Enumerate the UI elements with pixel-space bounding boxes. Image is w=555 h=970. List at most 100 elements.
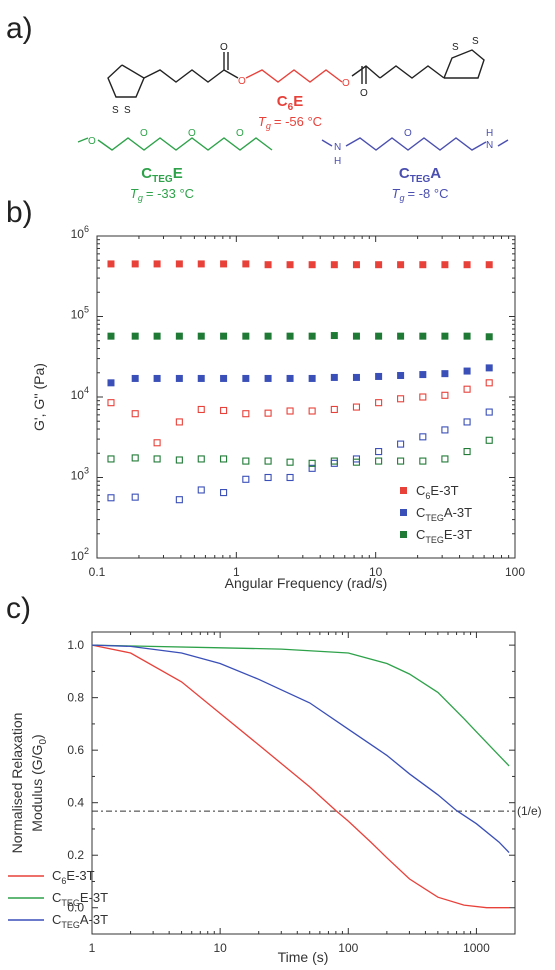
loss-modulus-point: [419, 433, 427, 441]
storage-modulus-point: [330, 261, 338, 269]
loss-modulus-point: [107, 455, 115, 463]
legend-label: CTEGA-3T: [416, 505, 472, 523]
atom-label: H: [486, 128, 493, 139]
storage-modulus-point: [220, 374, 228, 382]
loss-modulus-point: [375, 448, 383, 456]
x-tick-label: 10: [369, 565, 383, 579]
loss-modulus-point: [264, 473, 272, 482]
atom-label: S: [472, 36, 479, 47]
atom-label: O: [404, 128, 412, 139]
storage-modulus-point: [220, 332, 228, 340]
atom-label: S: [452, 42, 459, 53]
loss-modulus-point: [220, 455, 228, 463]
y-tick-label: 104: [71, 385, 89, 402]
loss-modulus-point: [308, 459, 316, 467]
x-tick-label: 10: [213, 941, 227, 955]
loss-modulus-point: [419, 457, 427, 465]
tg-ctege: Tg = -33 °C: [130, 186, 194, 203]
storage-modulus-point: [375, 332, 383, 340]
storage-modulus-point: [131, 374, 139, 382]
loss-modulus-point: [441, 426, 449, 434]
storage-modulus-point: [175, 332, 183, 340]
c6e-structure: [107, 49, 485, 98]
panel-c-label: c): [6, 592, 31, 625]
y-tick-label: 103: [71, 466, 89, 483]
loss-modulus-point: [485, 408, 493, 416]
x-tick-label: 0.1: [89, 565, 106, 579]
loss-modulus-point: [463, 385, 471, 393]
storage-modulus-point: [107, 379, 115, 387]
panel-b-label: b): [6, 196, 33, 229]
storage-modulus-point: [441, 332, 449, 340]
storage-modulus-point: [485, 261, 493, 269]
loss-modulus-point: [419, 393, 427, 401]
storage-modulus-point: [330, 373, 338, 381]
axis-ticks-c: 1 10 100 1000 0.0 0.2 0.4 0.6 0.8 1.0: [67, 632, 516, 955]
storage-modulus-point: [441, 261, 449, 269]
loss-modulus-point: [286, 458, 294, 466]
panel-c: c) 1 10 100 1000 0.0 0.2 0.4 0.6 0.8 1.0 (1/e) Ti…: [6, 592, 542, 965]
loss-modulus-point: [330, 405, 338, 414]
storage-modulus-point: [242, 260, 250, 268]
storage-modulus-point: [419, 332, 427, 340]
storage-modulus-point: [220, 260, 228, 268]
loss-modulus-point: [264, 457, 272, 465]
storage-modulus-point: [197, 332, 205, 340]
loss-modulus-point: [441, 455, 449, 463]
loss-modulus-point: [286, 473, 294, 482]
loss-modulus-point: [131, 493, 139, 501]
atom-label: O: [342, 78, 350, 89]
storage-modulus-point: [264, 332, 272, 340]
atom-label: O: [236, 128, 244, 139]
loss-modulus-point: [330, 459, 338, 467]
storage-modulus-point: [330, 332, 338, 340]
storage-modulus-point: [131, 260, 139, 268]
y-axis-title-c-line2: Modulus (G/G0): [29, 734, 49, 831]
panel-b: b) 0.1 1 10 100 102 103 104 105 106 Angular Freq…: [6, 196, 525, 591]
legend-label: CTEGA-3T: [52, 912, 108, 930]
reference-line-label: (1/e): [517, 804, 542, 818]
storage-modulus-point: [397, 371, 405, 379]
tg-c6e: Tg = -56 °C: [258, 114, 322, 131]
x-tick-label: 1: [89, 941, 96, 955]
axis-ticks-b: 0.1 1 10 100 102 103 104 105 106: [71, 224, 526, 579]
x-tick-label: 1: [233, 565, 240, 579]
panel-a-label: a): [6, 12, 33, 45]
atom-label: S: [112, 105, 119, 116]
loss-modulus-point: [485, 436, 493, 444]
legend-marker: [400, 487, 407, 494]
atom-label: O: [220, 42, 228, 53]
legend-label: CTEGE-3T: [52, 890, 108, 908]
loss-modulus-point: [463, 448, 471, 456]
loss-modulus-point: [197, 405, 205, 414]
molecule-name-ctege: CTEGE: [141, 165, 182, 185]
storage-modulus-point: [197, 374, 205, 382]
storage-modulus-point: [463, 332, 471, 340]
loss-modulus-point: [107, 399, 115, 407]
panel-a: a) S S O O O O S S C6E Tg = -56 °C: [6, 12, 509, 203]
loss-modulus-point: [242, 410, 250, 418]
storage-modulus-point: [485, 333, 493, 341]
plot-frame-c: [91, 631, 516, 935]
y-tick-label: 105: [71, 305, 89, 322]
atom-label: N: [334, 142, 341, 153]
storage-modulus-point: [352, 261, 360, 269]
atom-label: O: [88, 136, 96, 147]
y-axis-title-c-line1: Normalised Relaxation: [9, 713, 25, 854]
y-tick-label: 106: [71, 224, 89, 241]
storage-modulus-point: [375, 261, 383, 269]
x-tick-label: 1000: [463, 941, 490, 955]
molecule-name-c6e: C6E: [277, 93, 303, 113]
data-lines-c: [91, 644, 510, 909]
loss-modulus-point: [397, 440, 405, 448]
loss-modulus-point: [153, 455, 161, 463]
storage-modulus-point: [308, 332, 316, 340]
atom-label: O: [188, 128, 196, 139]
loss-modulus-point: [330, 457, 338, 465]
loss-modulus-point: [220, 406, 228, 415]
storage-modulus-point: [107, 332, 115, 340]
y-tick-label: 0.0: [67, 901, 84, 915]
storage-modulus-point: [463, 367, 471, 375]
y-tick-label: 0.6: [67, 743, 84, 757]
